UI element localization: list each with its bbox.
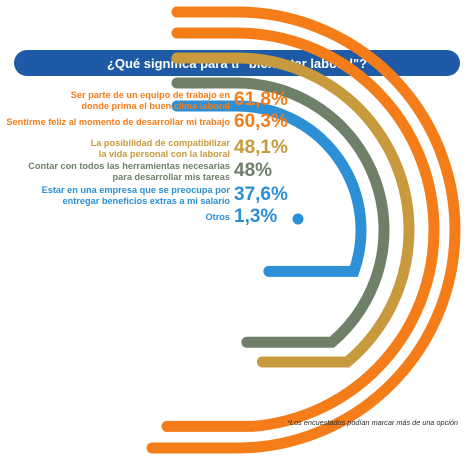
category-label-line: entregar beneficios extras a mi salario (62, 196, 231, 206)
category-label-line: La posibilidad de compatibilizar (90, 138, 230, 148)
value-label-4: 48% (234, 160, 273, 181)
category-label-line: Estar en una empresa que se preocupa por (41, 185, 230, 195)
value-label-6: 1,3% (234, 206, 278, 227)
category-label-6: Otros (205, 212, 230, 223)
category-label-line: para desarrollar mis tareas (112, 172, 230, 182)
value-label-3: 48,1% (234, 137, 288, 158)
category-label-line: Ser parte de un equipo de trabajo en (70, 90, 230, 100)
bar-mark-6 (292, 213, 304, 225)
bar-mark-2 (161, 27, 440, 432)
footnote: *Los encuestados podían marcar más de un… (287, 418, 458, 427)
category-label-line: la vida personal con la laboral (98, 149, 230, 159)
bar-mark-3 (171, 52, 415, 368)
bar-mark-5 (171, 100, 367, 277)
category-label-3: La posibilidad de compatibilizar la vida … (91, 138, 230, 160)
bar-mark-1 (146, 6, 461, 454)
bar-mark-4 (171, 77, 390, 348)
category-label-1: Ser parte de un equipo de trabajo en dond… (71, 90, 230, 112)
category-label-2: Sentirme feliz al momento de desarrollar… (6, 117, 230, 128)
category-label-line: Contar con todos las herramientas necesa… (28, 161, 230, 171)
value-label-1: 61,8% (234, 89, 288, 110)
category-label-5: Estar en una empresa que se preocupa por… (42, 185, 230, 207)
category-label-line: donde prima el buen clima laboral (81, 101, 230, 111)
category-label-line: Otros (205, 212, 230, 222)
category-label-4: Contar con todos las herramientas necesa… (28, 161, 230, 183)
category-label-line: Sentirme feliz al momento de desarrollar… (6, 117, 230, 127)
value-label-5: 37,6% (234, 184, 288, 205)
value-label-2: 60,3% (234, 111, 288, 132)
